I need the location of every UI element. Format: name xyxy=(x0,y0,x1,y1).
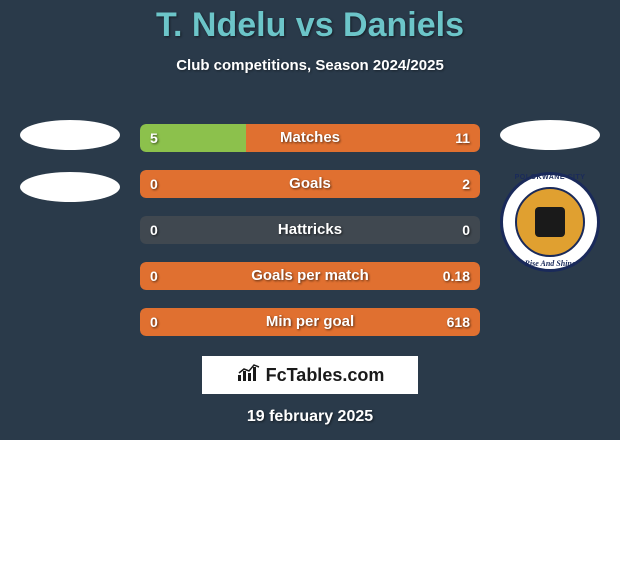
stat-row: 02Goals xyxy=(140,170,480,198)
stat-label: Goals xyxy=(140,170,480,198)
club-name-text: POLOKWANE CITY xyxy=(503,174,597,181)
stat-label: Min per goal xyxy=(140,308,480,336)
stats-comparison-chart: 511Matches 02Goals 00Hattricks 00.18Goals p… xyxy=(140,124,480,354)
club-motto-text: Rise And Shine xyxy=(503,259,597,268)
stat-row: 0618Min per goal xyxy=(140,308,480,336)
date-text: 19 february 2025 xyxy=(0,408,620,426)
stat-label: Matches xyxy=(140,124,480,152)
stat-label: Hattricks xyxy=(140,216,480,244)
stat-row: 00Hattricks xyxy=(140,216,480,244)
page-title: T. Ndelu vs Daniels xyxy=(0,0,620,45)
player-badge-placeholder xyxy=(20,120,120,150)
left-player-badges xyxy=(10,120,130,224)
club-figure-icon xyxy=(535,207,565,237)
comparison-panel: T. Ndelu vs Daniels Club competitions, S… xyxy=(0,0,620,440)
brand-chart-icon xyxy=(236,363,262,388)
brand-text: FcTables.com xyxy=(266,365,385,386)
stat-row: 511Matches xyxy=(140,124,480,152)
subtitle: Club competitions, Season 2024/2025 xyxy=(0,57,620,74)
club-badge-inner xyxy=(515,187,585,257)
team-badge-placeholder xyxy=(20,172,120,202)
player-badge-placeholder xyxy=(500,120,600,150)
brand-box: FcTables.com xyxy=(202,356,418,394)
club-badge: POLOKWANE CITY Rise And Shine xyxy=(500,172,600,272)
right-player-badges: POLOKWANE CITY Rise And Shine xyxy=(490,120,610,272)
stat-label: Goals per match xyxy=(140,262,480,290)
stat-row: 00.18Goals per match xyxy=(140,262,480,290)
